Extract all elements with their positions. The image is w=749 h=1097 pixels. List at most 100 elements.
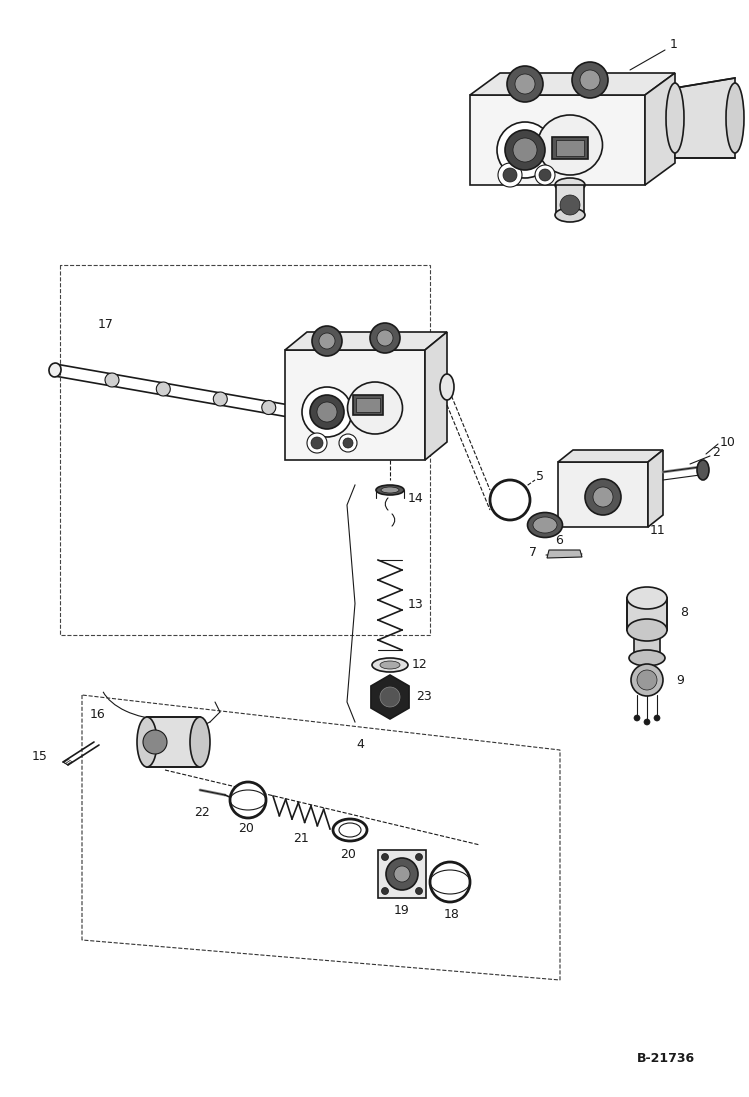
Circle shape: [505, 131, 545, 170]
Text: 20: 20: [340, 848, 356, 861]
Text: 4: 4: [356, 738, 364, 751]
Polygon shape: [470, 95, 645, 185]
Circle shape: [580, 70, 600, 90]
Bar: [378, 850, 426, 898]
Circle shape: [380, 687, 400, 706]
Polygon shape: [558, 450, 663, 462]
Text: B-21736: B-21736: [637, 1052, 695, 1064]
Ellipse shape: [533, 517, 557, 533]
Text: 12: 12: [412, 658, 428, 671]
Bar: [356, 398, 380, 412]
Ellipse shape: [666, 83, 684, 152]
Circle shape: [560, 195, 580, 215]
Text: 5: 5: [536, 471, 544, 484]
Ellipse shape: [555, 208, 585, 222]
Polygon shape: [645, 73, 675, 185]
Circle shape: [143, 730, 167, 754]
Circle shape: [381, 853, 389, 860]
Ellipse shape: [261, 400, 276, 415]
Ellipse shape: [372, 658, 408, 672]
Polygon shape: [470, 73, 675, 95]
Text: 11: 11: [650, 523, 666, 536]
Ellipse shape: [538, 115, 602, 176]
Ellipse shape: [376, 485, 404, 495]
Circle shape: [377, 330, 393, 346]
Circle shape: [394, 866, 410, 882]
Circle shape: [535, 165, 555, 185]
Text: 21: 21: [293, 832, 309, 845]
Text: 16: 16: [89, 709, 105, 722]
Circle shape: [302, 387, 352, 437]
Circle shape: [317, 402, 337, 422]
Text: 1: 1: [670, 38, 678, 52]
Polygon shape: [627, 598, 667, 630]
Ellipse shape: [213, 392, 227, 406]
Polygon shape: [371, 675, 409, 719]
Text: 6: 6: [555, 533, 563, 546]
Bar: [556, 140, 584, 156]
Ellipse shape: [555, 178, 585, 192]
Circle shape: [319, 333, 335, 349]
Circle shape: [230, 782, 266, 818]
Ellipse shape: [627, 587, 667, 609]
Text: 7: 7: [529, 546, 537, 559]
Circle shape: [498, 163, 522, 186]
Ellipse shape: [334, 414, 346, 427]
Circle shape: [631, 664, 663, 695]
Polygon shape: [675, 78, 735, 158]
Polygon shape: [285, 332, 447, 350]
Text: 17: 17: [98, 318, 114, 331]
Circle shape: [416, 853, 422, 860]
Text: 13: 13: [408, 599, 424, 611]
Text: 18: 18: [444, 907, 460, 920]
Bar: [353, 395, 383, 415]
Circle shape: [310, 395, 344, 429]
Circle shape: [386, 858, 418, 890]
Circle shape: [416, 887, 422, 894]
Text: 10: 10: [720, 436, 736, 449]
Circle shape: [503, 168, 517, 182]
Text: 22: 22: [194, 805, 210, 818]
Circle shape: [311, 437, 323, 449]
Text: 20: 20: [238, 822, 254, 835]
Text: 9: 9: [676, 674, 684, 687]
Polygon shape: [547, 550, 582, 558]
Circle shape: [339, 434, 357, 452]
Ellipse shape: [381, 487, 399, 493]
Text: 19: 19: [394, 904, 410, 916]
Circle shape: [637, 670, 657, 690]
Circle shape: [644, 719, 650, 725]
Circle shape: [585, 479, 621, 514]
Polygon shape: [648, 450, 663, 527]
Bar: [552, 137, 588, 159]
Circle shape: [654, 715, 660, 721]
Circle shape: [593, 487, 613, 507]
Circle shape: [572, 63, 608, 98]
Ellipse shape: [339, 823, 361, 837]
Circle shape: [312, 326, 342, 357]
Polygon shape: [556, 185, 584, 215]
Ellipse shape: [629, 651, 665, 666]
Text: 15: 15: [32, 750, 48, 764]
Circle shape: [381, 887, 389, 894]
Circle shape: [497, 122, 553, 178]
Polygon shape: [147, 717, 200, 767]
Circle shape: [634, 715, 640, 721]
Circle shape: [430, 862, 470, 902]
Ellipse shape: [105, 373, 119, 387]
Ellipse shape: [440, 374, 454, 400]
Text: 8: 8: [680, 606, 688, 619]
Circle shape: [513, 138, 537, 162]
Polygon shape: [634, 630, 660, 658]
Text: 14: 14: [408, 491, 424, 505]
Ellipse shape: [157, 382, 170, 396]
Circle shape: [539, 169, 551, 181]
Circle shape: [515, 73, 535, 94]
Ellipse shape: [726, 83, 744, 152]
Ellipse shape: [49, 363, 61, 377]
Polygon shape: [558, 462, 648, 527]
Ellipse shape: [380, 661, 400, 669]
Ellipse shape: [627, 619, 667, 641]
Ellipse shape: [527, 512, 562, 538]
Polygon shape: [285, 350, 425, 460]
